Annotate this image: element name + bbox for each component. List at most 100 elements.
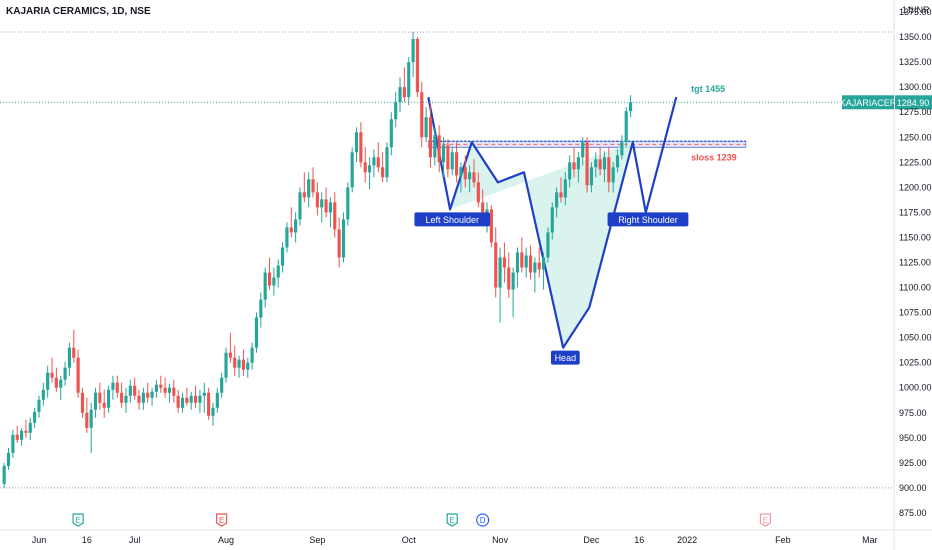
pattern-annotations: Left Shoulder Head Right Shoulder tgt 1455 s… xyxy=(414,84,737,365)
price-tick-label: 1175.00 xyxy=(899,207,931,217)
candle-body xyxy=(107,389,111,408)
candle-body xyxy=(359,132,363,163)
candle-body xyxy=(2,465,6,484)
candle-body xyxy=(459,167,463,176)
candle-body xyxy=(163,387,167,393)
candle-body xyxy=(41,389,45,400)
price-tick-label: 1075.00 xyxy=(899,308,932,318)
candle-body xyxy=(281,247,285,266)
candle-body xyxy=(198,395,202,403)
candle-body xyxy=(498,257,502,288)
candle-body xyxy=(550,207,554,233)
candle-body xyxy=(328,202,332,213)
candle-body xyxy=(563,179,567,198)
candle-body xyxy=(159,384,163,388)
price-tick-label: 1225.00 xyxy=(899,157,932,167)
annotation-label: Head xyxy=(555,353,577,363)
candle-body xyxy=(559,192,563,198)
candle-body xyxy=(585,142,589,186)
candle-body xyxy=(294,219,298,233)
candle-body xyxy=(415,39,419,93)
candle-body xyxy=(333,202,337,230)
candle-body xyxy=(207,392,211,416)
time-tick-label: Jul xyxy=(129,535,141,545)
candle-body xyxy=(433,135,437,158)
time-tick-label: Aug xyxy=(218,535,234,545)
event-marker-label: E xyxy=(75,516,80,525)
candle-body xyxy=(6,452,11,466)
price-value-tag xyxy=(895,95,932,110)
price-axis[interactable]: 875.00 900.00 925.00 950.00 975.00 1000.00 102… xyxy=(899,7,932,518)
currency-label: INR xyxy=(914,5,930,15)
candle-body xyxy=(407,62,411,98)
candle-body xyxy=(468,172,472,180)
earnings-marker xyxy=(446,513,458,527)
candle-body xyxy=(15,434,19,440)
price-tick-label: 1050.00 xyxy=(899,333,932,343)
candle-body xyxy=(11,434,15,453)
candle-body xyxy=(28,422,32,433)
candle-body xyxy=(111,382,115,390)
candle-body xyxy=(450,152,454,170)
candle-body xyxy=(98,392,102,403)
candle-body xyxy=(472,172,476,183)
candle-body xyxy=(624,111,628,143)
time-axis[interactable]: Jun 16 Jul Aug Sep Oct Nov Dec 16 2022 Feb Mar xyxy=(32,535,878,545)
candle-body xyxy=(533,262,537,273)
candle-body xyxy=(220,377,224,393)
earnings-marker xyxy=(759,513,772,527)
currency-indicator[interactable]: 1 ⇅ INR xyxy=(902,5,930,15)
annotation-box xyxy=(550,350,580,365)
candle-body xyxy=(267,272,272,286)
candle-body xyxy=(180,397,185,408)
price-tick-label: 1300.00 xyxy=(899,82,932,92)
candle-body xyxy=(398,87,402,103)
candle-body xyxy=(202,392,206,396)
candle-body xyxy=(455,152,459,176)
candle-body xyxy=(520,252,524,268)
candle-body xyxy=(611,167,615,183)
candle-body xyxy=(50,372,54,378)
event-marker-label: E xyxy=(450,516,455,525)
price-tick-label: 925.00 xyxy=(899,458,927,468)
candle-body xyxy=(93,392,98,410)
price-symbol-label: KAJARIACER xyxy=(840,98,897,108)
candle-body xyxy=(133,385,137,396)
candle-body xyxy=(254,317,259,348)
event-marker-label: E xyxy=(763,516,768,525)
candle-body xyxy=(298,192,302,220)
candle-body xyxy=(37,399,41,412)
currency-sort-icon: ⇅ xyxy=(907,5,915,15)
candle-body xyxy=(489,209,493,243)
price-tick-label: 1275.00 xyxy=(899,107,932,117)
candle-body xyxy=(315,192,319,208)
time-tick-label: Feb xyxy=(775,535,791,545)
candle-body xyxy=(411,39,415,63)
candle-body xyxy=(372,157,376,166)
candle-body xyxy=(246,362,250,370)
candle-body xyxy=(576,157,580,170)
candle-body xyxy=(324,199,328,213)
annotation-label: Right Shoulder xyxy=(618,215,678,225)
candle-body xyxy=(141,392,145,403)
candle-body xyxy=(120,392,124,403)
candle-body xyxy=(350,152,354,188)
pattern-fill xyxy=(450,142,633,348)
candle-body xyxy=(368,165,372,173)
time-tick-label: Oct xyxy=(402,535,417,545)
candle-body xyxy=(437,135,441,163)
candle-body xyxy=(115,382,119,393)
price-tick-label: 1375.00 xyxy=(899,7,932,17)
candle-body xyxy=(441,145,446,163)
candle-body xyxy=(581,142,585,158)
candle-body xyxy=(54,377,58,388)
stop-loss-label: sloss 1239 xyxy=(691,152,737,162)
candle-body xyxy=(537,262,541,270)
candle-body xyxy=(250,347,254,363)
candle-body xyxy=(237,359,241,368)
candle-body xyxy=(289,227,293,233)
candle-body xyxy=(481,202,485,218)
chart-title: KAJARIA CERAMICS, 1D, NSE xyxy=(6,6,151,17)
